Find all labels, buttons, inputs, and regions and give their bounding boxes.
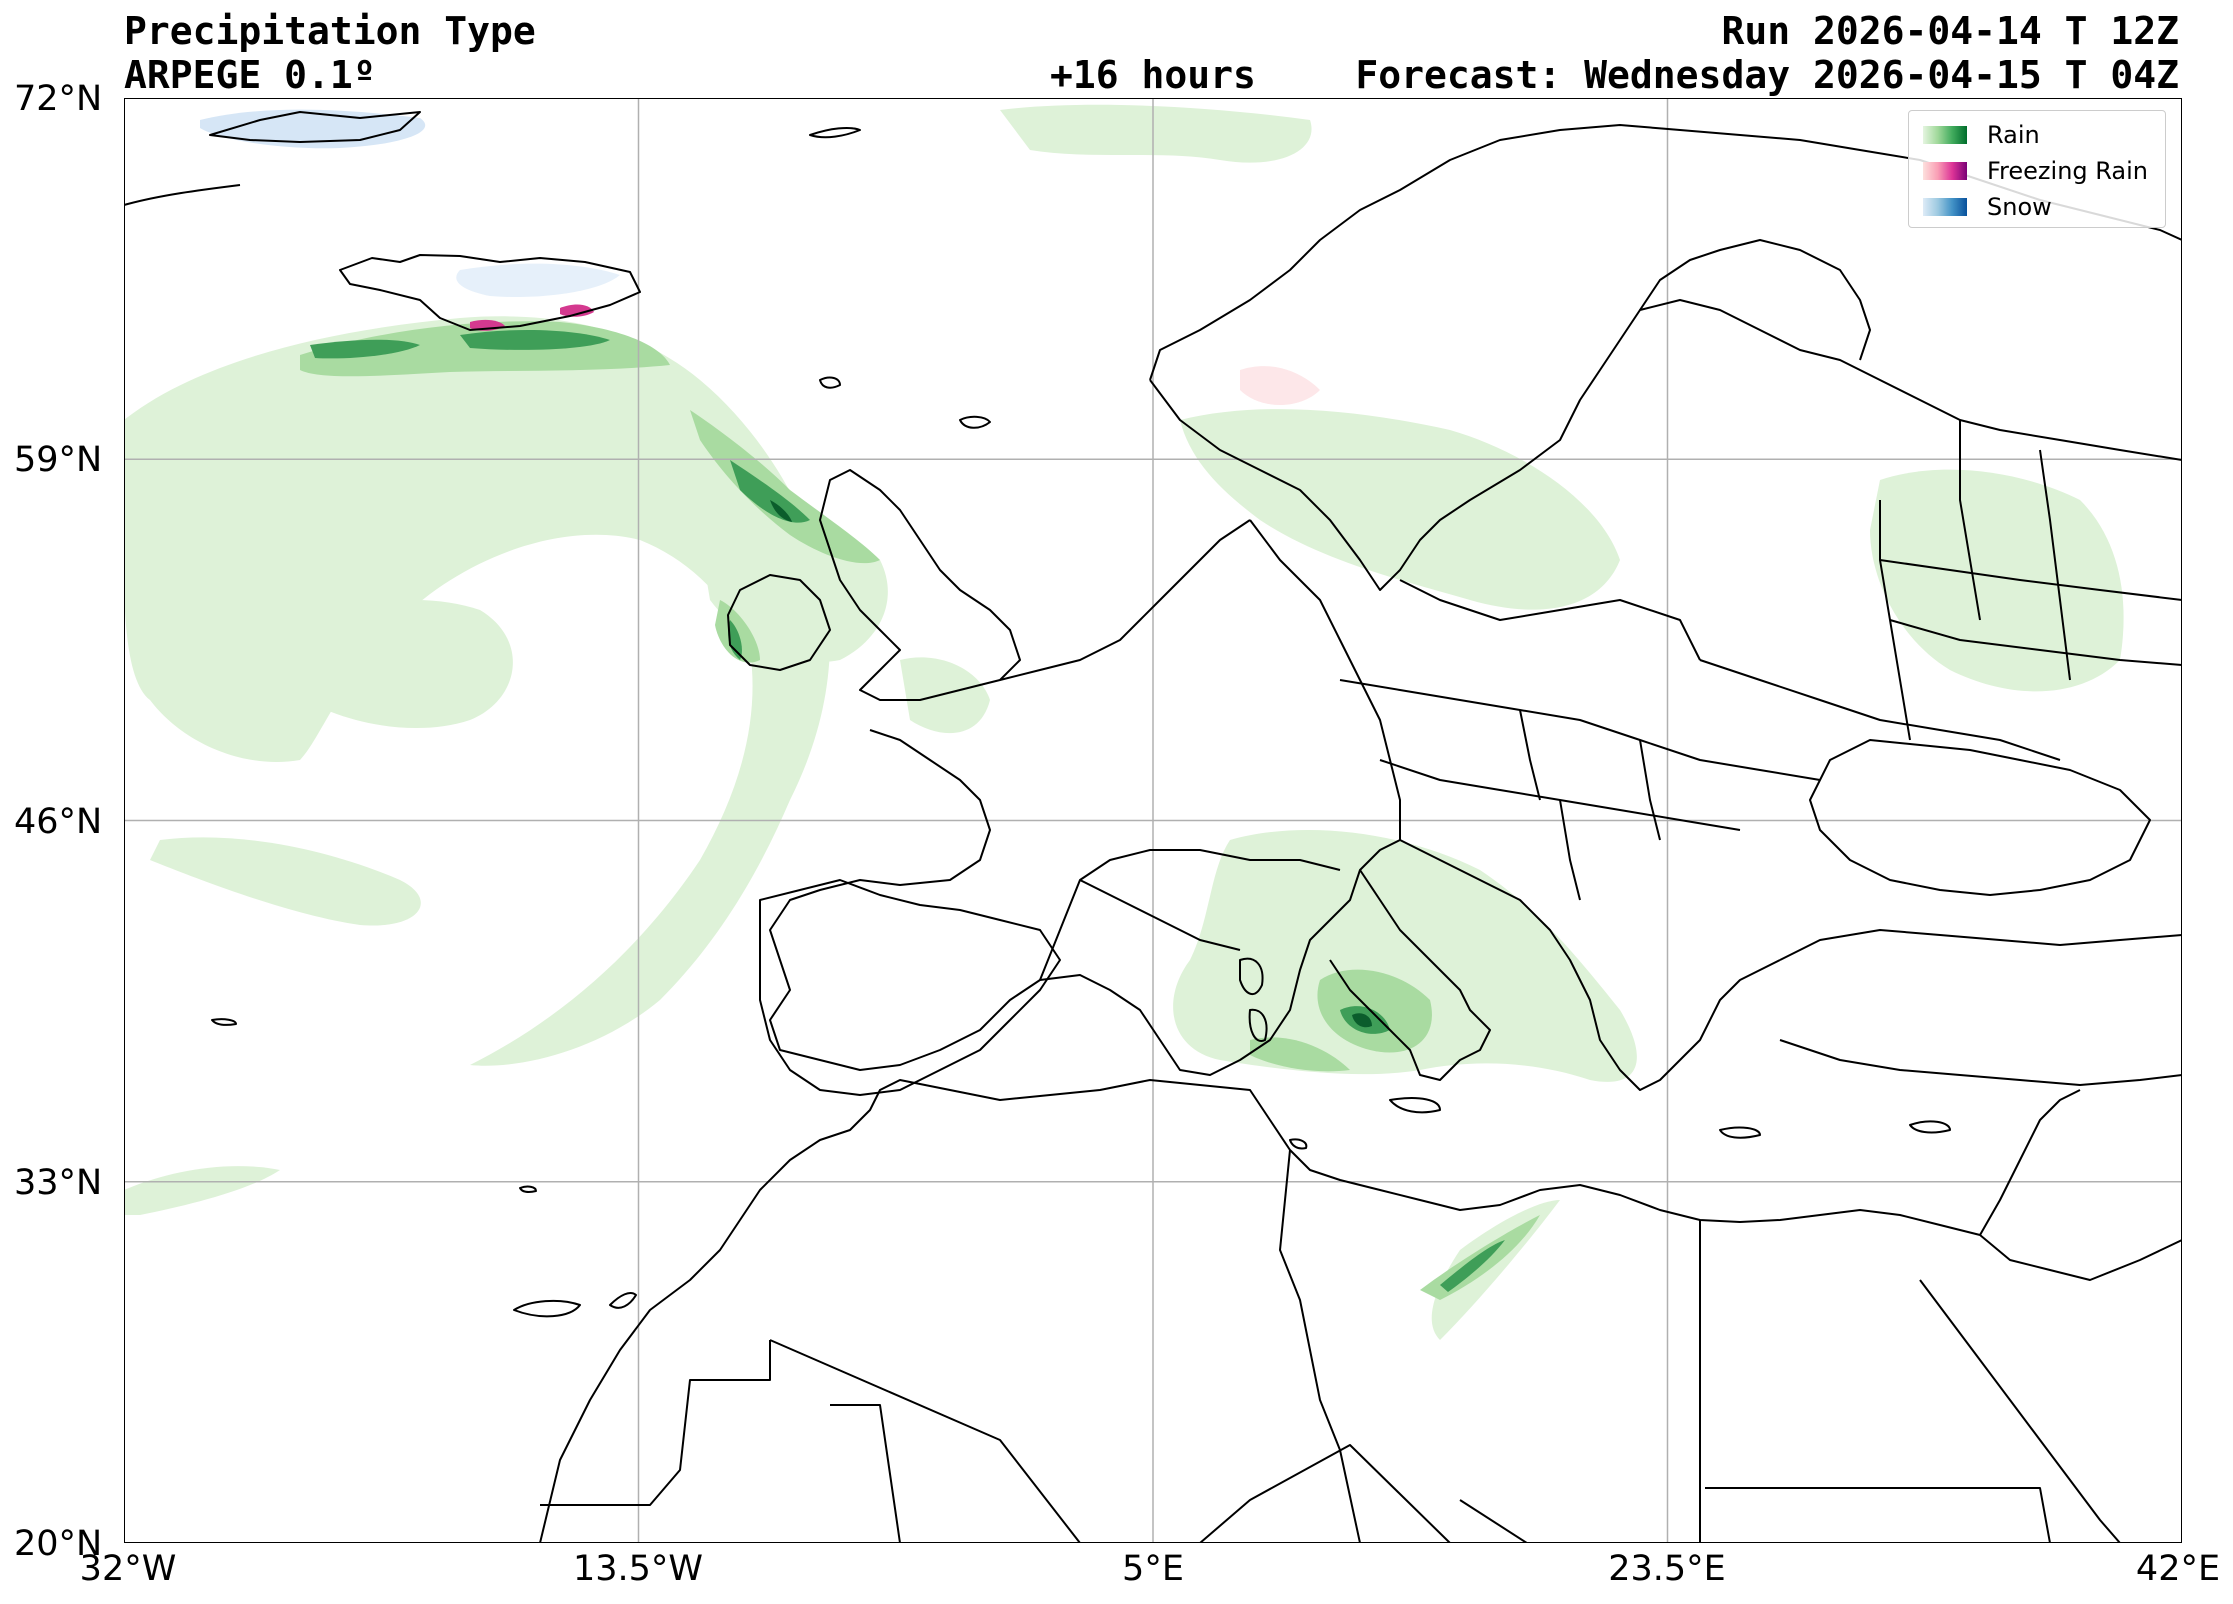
lon-tick-label: 5°E <box>1122 1549 1184 1589</box>
lon-tick-label: 42°E <box>2135 1549 2221 1589</box>
lon-tick-label: 23.5°E <box>1608 1549 1726 1589</box>
legend-label: Freezing Rain <box>1987 157 2149 185</box>
legend-label: Rain <box>1987 121 2040 149</box>
freezing-rain-swatch <box>1923 162 1967 180</box>
lat-tick-label: 46°N <box>14 802 103 842</box>
chart-title: Precipitation Type <box>124 9 536 53</box>
legend-item-freezing-rain: Freezing Rain <box>1923 157 2148 185</box>
rain-field-heavy <box>310 329 1505 1292</box>
model-name: ARPEGE 0.1º <box>124 53 376 97</box>
lon-tick-label: 32°W <box>79 1549 177 1589</box>
run-time: Run 2026-04-14 T 12Z <box>1721 9 2179 53</box>
coastlines <box>124 111 2182 1543</box>
rain-field-darkest <box>770 500 1372 1028</box>
lat-tick-label: 20°N <box>14 1524 103 1564</box>
rain-swatch <box>1923 126 1967 144</box>
lat-tick-label: 33°N <box>14 1163 103 1203</box>
snow-swatch <box>1923 198 1967 216</box>
lead-time: +16 hours <box>1050 53 1256 97</box>
lat-tick-label: 59°N <box>14 440 103 480</box>
legend-item-snow: Snow <box>1923 193 2052 221</box>
legend: Rain Freezing Rain Snow <box>1908 110 2166 228</box>
lon-tick-label: 13.5°W <box>572 1549 704 1589</box>
forecast-valid-time: Forecast: Wednesday 2026-04-15 T 04Z <box>1355 53 2179 97</box>
graticule <box>124 98 2182 1543</box>
legend-item-rain: Rain <box>1923 121 2040 149</box>
legend-label: Snow <box>1987 193 2052 221</box>
lat-tick-label: 72°N <box>14 79 103 119</box>
